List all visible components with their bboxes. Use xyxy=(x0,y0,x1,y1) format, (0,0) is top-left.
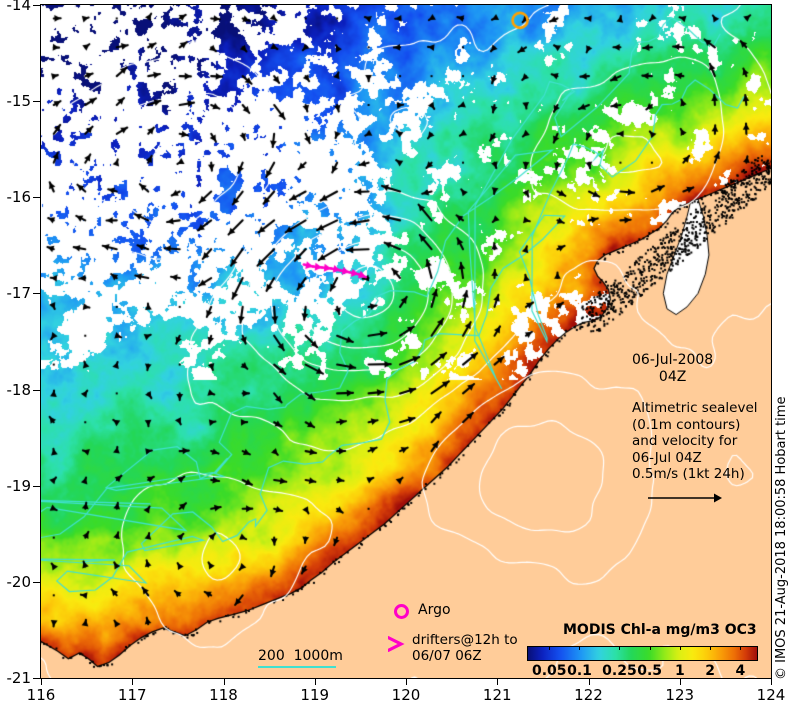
y-axis-tick xyxy=(33,101,40,102)
x-axis-label: 117 xyxy=(109,686,155,704)
y-axis-label: -16 xyxy=(0,188,31,206)
colorbar-tick-label: 2 xyxy=(705,663,715,679)
annotation-date: 06-Jul-2008 04Z xyxy=(632,352,713,386)
colorbar-tick-label: 0.5 xyxy=(637,663,662,679)
argo-ring-icon xyxy=(394,604,409,619)
colorbar-tick-labels: 0.05 0.1 0.25 0.5 1 2 4 xyxy=(527,663,758,681)
y-axis-tick xyxy=(33,293,40,294)
y-axis-tick xyxy=(33,486,40,487)
x-axis-tick xyxy=(224,678,225,685)
x-axis-tick xyxy=(680,678,681,685)
x-axis-label: 124 xyxy=(748,686,794,704)
y-axis-tick xyxy=(33,390,40,391)
y-axis-label: -18 xyxy=(0,381,31,399)
x-axis-tick xyxy=(315,678,316,685)
x-axis-tick xyxy=(771,678,772,685)
legend-drifters-label: drifters@12h to 06/07 06Z xyxy=(412,632,518,664)
colorbar-tick xyxy=(740,646,741,650)
x-axis-label: 121 xyxy=(474,686,520,704)
x-axis-tick xyxy=(497,678,498,685)
y-axis-tick xyxy=(33,197,40,198)
x-axis-label: 122 xyxy=(566,686,612,704)
bathymetry-scale-legend: 200 1000m xyxy=(258,648,343,668)
colorbar-tick xyxy=(710,646,711,650)
velocity-reference-arrow-icon xyxy=(648,492,722,504)
y-axis-label: -19 xyxy=(0,477,31,495)
velocity-and-contour-overlay-layer xyxy=(41,5,771,678)
x-axis-label: 120 xyxy=(383,686,429,704)
scalebar-line xyxy=(258,666,336,668)
colorbar-ticks xyxy=(527,646,758,661)
y-axis-label: -20 xyxy=(0,573,31,591)
legend-argo-label: Argo xyxy=(418,602,451,618)
x-axis-tick xyxy=(41,678,42,685)
x-axis-label: 123 xyxy=(657,686,703,704)
y-axis-tick xyxy=(33,5,40,6)
colorbar-tick xyxy=(579,646,580,650)
scalebar-label: 200 1000m xyxy=(258,648,343,664)
y-axis-label: -21 xyxy=(0,669,31,687)
y-axis-tick xyxy=(33,678,40,679)
colorbar-tick-label: 0.1 xyxy=(567,663,592,679)
x-axis-tick xyxy=(406,678,407,685)
colorbar-tick-label: 0.05 xyxy=(532,663,567,679)
colorbar-tick xyxy=(549,646,550,650)
colorbar-tick-label: 1 xyxy=(675,663,685,679)
annotation-description: Altimetric sealevel (0.1m contours) and … xyxy=(632,400,758,483)
map-plot-area[interactable] xyxy=(40,4,772,679)
copyright-credit: © IMOS 21-Aug-2018 18:00:58 Hobart time xyxy=(774,360,789,680)
y-axis-label: -15 xyxy=(0,92,31,110)
annotation-date-line1: 06-Jul-2008 xyxy=(632,352,713,368)
colorbar-tick xyxy=(680,646,681,650)
y-axis-tick xyxy=(33,582,40,583)
colorbar-tick-label: 4 xyxy=(735,663,745,679)
x-axis-label: 119 xyxy=(292,686,338,704)
annotation-date-line2: 04Z xyxy=(632,369,731,386)
drifter-arrow-icon xyxy=(388,636,406,652)
colorbar-tick xyxy=(619,646,620,650)
y-axis-label: -14 xyxy=(0,0,31,14)
x-axis-tick xyxy=(589,678,590,685)
x-axis-label: 116 xyxy=(18,686,64,704)
y-axis-label: -17 xyxy=(0,284,31,302)
colorbar-title: MODIS Chl-a mg/m3 OC3 xyxy=(563,622,757,638)
x-axis-label: 118 xyxy=(201,686,247,704)
x-axis-tick xyxy=(132,678,133,685)
colorbar-tick xyxy=(650,646,651,650)
oceancurrent-map-figure: 06-Jul-2008 04Z Altimetric sealevel (0.1… xyxy=(0,0,800,710)
colorbar-tick-label: 0.25 xyxy=(602,663,637,679)
